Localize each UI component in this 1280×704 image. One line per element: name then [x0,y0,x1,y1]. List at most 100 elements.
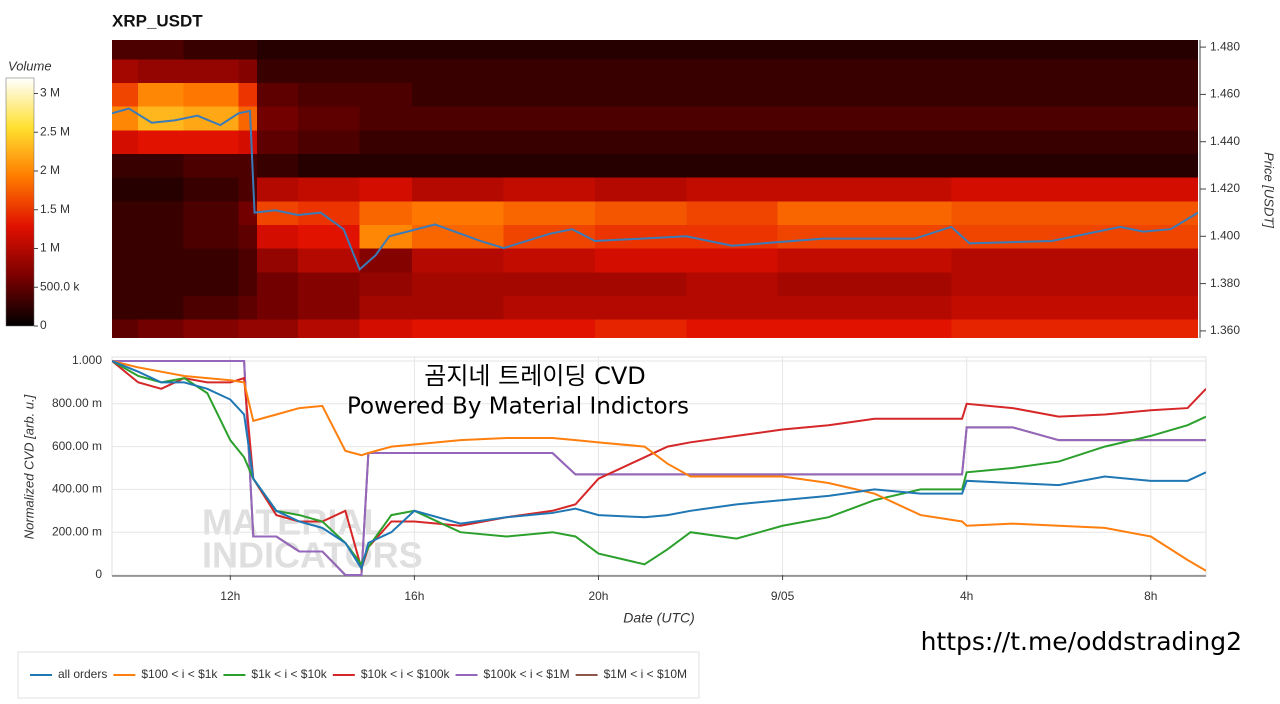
heat-cell [686,129,779,155]
series-group [112,360,1206,576]
heat-cell [594,129,687,155]
heat-cell [686,224,779,249]
heat-cell [183,200,240,225]
heat-cell [238,295,258,320]
heat-cell [686,58,779,84]
y2-tick-label: 1.420 [1210,181,1240,195]
heat-cell [256,177,299,202]
heat-cell [297,200,361,225]
heat-cell [951,129,1198,155]
series-line [112,360,1206,572]
heat-cell [412,129,505,155]
cvd-plot: 0 200.00 m 400.00 m 600.00 m 800.00 m 1.000 12… [52,353,1207,603]
heat-cell [256,248,299,273]
heat-cell [594,58,687,84]
heat-cell [256,295,299,320]
heat-cell [503,58,596,84]
heat-cell [686,153,779,178]
heat-cell [594,200,687,225]
heat-cell [238,129,258,155]
heat-cell [686,271,779,296]
heat-cell [359,200,413,225]
heat-cell [777,58,952,84]
heat-cell [238,40,258,60]
heat-cell [359,40,413,60]
heat-cell [412,248,505,273]
heat-cell [256,153,299,178]
heat-cell [503,153,596,178]
heat-cell [297,319,361,338]
heat-cell [238,248,258,273]
heat-cell [503,129,596,155]
heat-cell [297,106,361,131]
heat-cell [503,200,596,225]
legend-label: $1M < i < $10M [604,667,687,681]
heat-cell [297,58,361,84]
heat-cell [297,248,361,273]
heat-cell [238,82,258,107]
heat-cell [359,271,413,296]
series-line [112,360,1206,573]
heat-cell [297,129,361,155]
heat-cell [112,82,139,107]
y-tick-label: 0 [95,567,102,581]
heat-cell [951,40,1198,60]
heat-cell [359,58,413,84]
heat-cell [112,295,139,320]
annotation: 곰지네 트레이딩 CVD [424,362,645,390]
heat-cell [777,271,952,296]
heat-cell [951,319,1198,338]
x-tick-label: 16h [404,589,424,603]
colorbar-tick-label: 1 M [40,241,60,255]
heat-cell [138,177,185,202]
y-tick-label: 600.00 m [52,439,102,453]
heat-cell [951,271,1198,296]
heat-cell [183,82,240,107]
heat-cell [777,295,952,320]
heat-cell [183,40,240,60]
heat-cell [359,295,413,320]
heat-cell [412,224,505,249]
heat-cell [256,271,299,296]
heat-cell [112,40,139,60]
heat-cell [777,248,952,273]
heat-cell [412,319,505,338]
heat-cell [594,40,687,60]
heat-cell [112,153,139,178]
heat-cell [686,248,779,273]
colorbar [5,77,35,327]
heat-cell [951,248,1198,273]
heat-cell [359,248,413,273]
heat-cell [112,248,139,273]
heat-cell [297,40,361,60]
heat-cell [412,106,505,131]
colorbar-tick-label: 2 M [40,163,60,177]
heat-cell [412,271,505,296]
heat-cell [686,319,779,338]
y2-tick-label: 1.360 [1210,323,1240,337]
heat-cell [238,224,258,249]
heat-cell [238,200,258,225]
y-axis-label: Normalized CVD [arb. u.] [21,394,36,539]
heat-cell [412,153,505,178]
legend: all orders $100 < i < $1k $1k < i < $10k $1… [17,651,700,699]
y2-tick-label: 1.400 [1210,228,1240,242]
heat-cell [594,177,687,202]
annotation: Powered By Material Indictors [347,394,689,420]
heat-cell [112,177,139,202]
heat-cell [112,224,139,249]
heat-cell [183,295,240,320]
chart-title: XRP_USDT [112,11,203,30]
watermark: MATERIAL INDICATORS [202,502,423,576]
legend-label: $1k < i < $10k [251,667,327,681]
heat-cell [112,200,139,225]
heat-cell [183,177,240,202]
heat-cell [503,295,596,320]
colorbar-tick-label: 0 [40,318,47,332]
y-tick-label: 200.00 m [52,524,102,538]
heat-cell [777,177,952,202]
y2-axis-label: Price [USDT] [1262,152,1277,228]
heat-cell [238,106,258,131]
y-tick-label: 400.00 m [52,482,102,496]
